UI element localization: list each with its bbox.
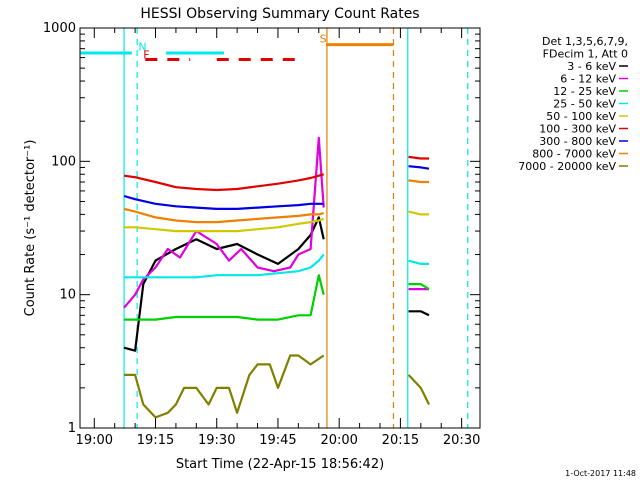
series-line bbox=[408, 179, 429, 184]
legend-entry-label: 7000 - 20000 keV bbox=[518, 160, 616, 173]
series-line bbox=[408, 165, 430, 170]
series-line bbox=[123, 194, 324, 210]
x-tick-label: 19:45 bbox=[259, 433, 296, 448]
y-tick-label: 1 bbox=[68, 421, 76, 436]
y-tick-label: 10 bbox=[59, 288, 76, 303]
x-tick-label: 20:15 bbox=[382, 433, 419, 448]
series-line bbox=[123, 207, 325, 224]
plot-frame bbox=[79, 27, 481, 429]
chart-title: HESSI Observing Summary Count Rates bbox=[140, 6, 419, 22]
series-line bbox=[408, 210, 429, 216]
y-axis-label: Count Rate (s⁻¹ detector⁻¹) bbox=[23, 140, 38, 317]
series-line bbox=[408, 310, 430, 317]
x-tick-label: 19:00 bbox=[76, 433, 113, 448]
legend-entry-label: 800 - 7000 keV bbox=[532, 148, 616, 161]
y-tick-label: 1000 bbox=[43, 21, 76, 36]
series-line bbox=[407, 374, 430, 405]
legend-entry-label: 100 - 300 keV bbox=[539, 123, 616, 136]
x-tick-label: 19:15 bbox=[137, 433, 174, 448]
series-line bbox=[123, 173, 325, 192]
series-line bbox=[408, 155, 429, 160]
series-line bbox=[124, 253, 325, 279]
marker-n: N bbox=[138, 40, 146, 53]
marker-s: S bbox=[320, 32, 327, 45]
legend-header: FDecim 1, Att 0 bbox=[543, 48, 628, 61]
legend-entry-label: 3 - 6 keV bbox=[567, 60, 616, 73]
footer-timestamp: 1-Oct-2017 11:48 bbox=[565, 469, 636, 478]
series-line bbox=[408, 259, 429, 265]
legend-entry-label: 25 - 50 keV bbox=[553, 98, 616, 111]
legend-entry-label: 6 - 12 keV bbox=[560, 73, 616, 86]
series-line bbox=[124, 217, 325, 233]
series-line bbox=[123, 136, 325, 309]
x-axis-label: Start Time (22-Apr-15 18:56:42) bbox=[176, 457, 384, 472]
series-line bbox=[123, 216, 325, 352]
series-line bbox=[124, 274, 325, 321]
marker-f: F bbox=[143, 49, 149, 62]
legend-header: Det 1,3,5,6,7,9, bbox=[542, 35, 628, 48]
legend-entry-label: 50 - 100 keV bbox=[546, 110, 616, 123]
series-line bbox=[124, 354, 325, 419]
series-line bbox=[408, 283, 430, 291]
y-tick-label: 100 bbox=[51, 154, 76, 169]
x-tick-label: 19:30 bbox=[198, 433, 235, 448]
legend-entry-label: 12 - 25 keV bbox=[553, 85, 616, 98]
x-tick-label: 20:30 bbox=[443, 433, 480, 448]
x-tick-label: 20:00 bbox=[320, 433, 357, 448]
legend-entry-label: 300 - 800 keV bbox=[539, 135, 616, 148]
